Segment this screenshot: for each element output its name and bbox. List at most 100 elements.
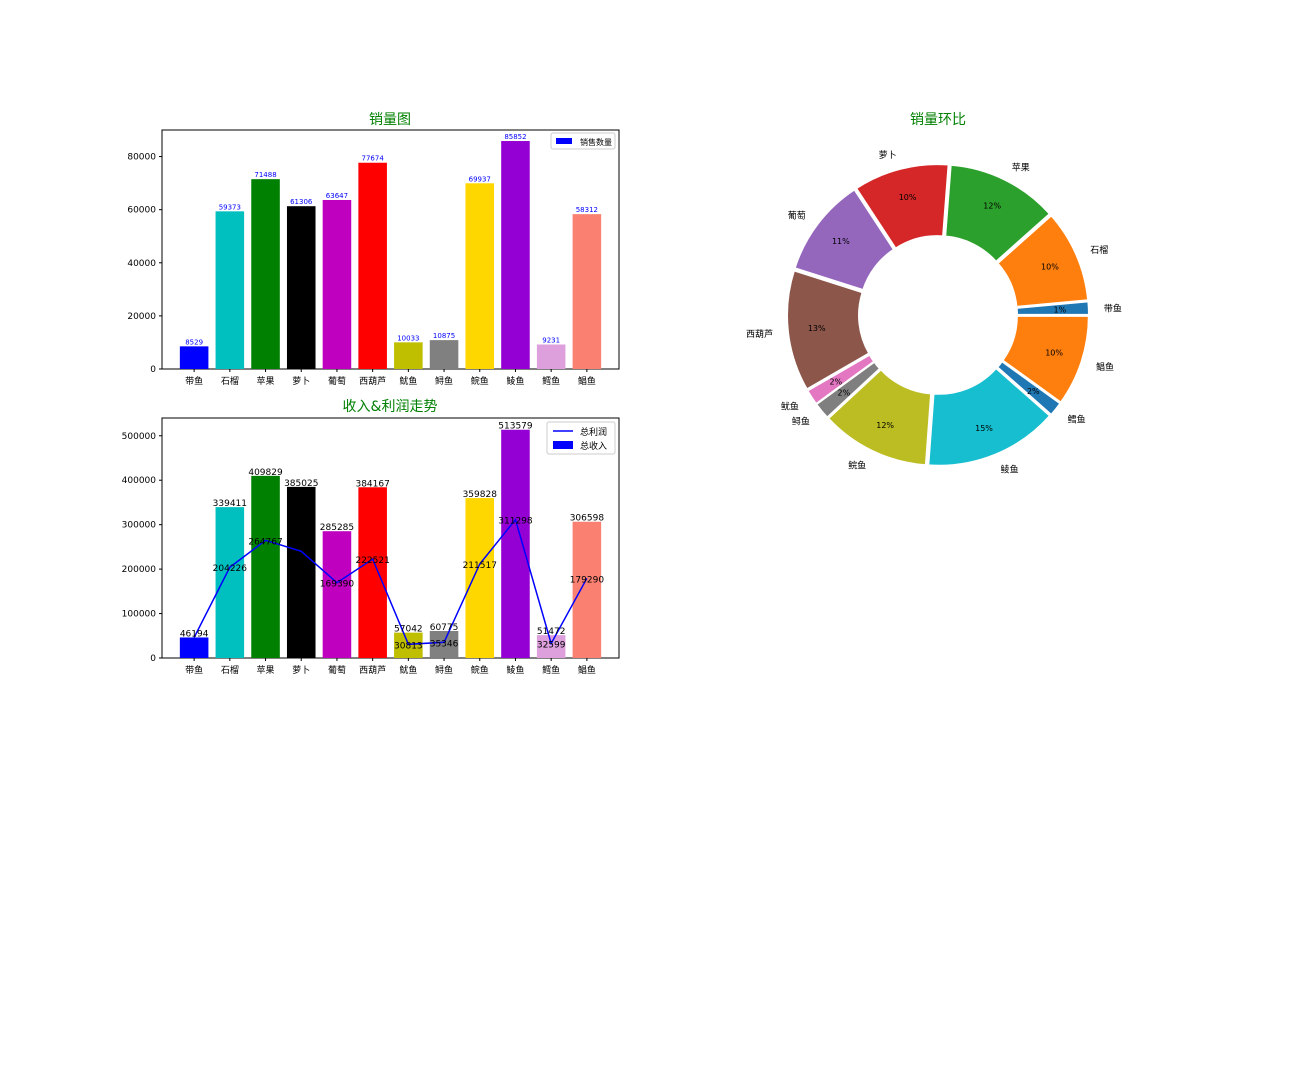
sales-legend-swatch [556, 138, 572, 144]
x-tick-label: 石榴 [221, 375, 239, 387]
sales-bar-value-label: 61306 [290, 198, 313, 206]
y-tick-label: 0 [150, 654, 156, 664]
donut-percent-label: 11% [832, 237, 850, 246]
y-tick-label: 500000 [122, 432, 157, 442]
donut-category-label: 带鱼 [1104, 302, 1122, 314]
profit-value-label: 222521 [355, 556, 389, 566]
donut-category-label: 鲟鱼 [792, 416, 810, 428]
donut-percent-label: 12% [983, 202, 1001, 211]
y-tick-label: 60000 [127, 206, 156, 216]
revenue-bar-value-label: 385025 [284, 479, 318, 489]
donut-slice [814, 360, 882, 419]
x-tick-label: 葡萄 [328, 664, 346, 676]
donut-category-label: 鱿鱼 [781, 401, 799, 413]
revenue-bar-value-label: 60775 [430, 623, 459, 633]
sales-bar [501, 141, 530, 369]
donut-percent-label: 12% [876, 421, 894, 430]
revenue-bar-value-label: 57042 [394, 625, 423, 635]
donut-percent-label: 1% [1054, 305, 1067, 314]
x-tick-label: 鲳鱼 [578, 664, 596, 676]
revenue-bar [465, 498, 495, 658]
revenue-bar [215, 507, 245, 658]
sales-plot-frame [161, 129, 620, 370]
revenue-bar-value-label: 384167 [355, 479, 389, 489]
sales-bar-value-label: 59373 [219, 203, 241, 211]
sales-share-donut: 销量环比 1% 10% 12% 10% 11% 13% 2% 2% 12% 15% 2% 10% 带鱼… [746, 112, 1122, 476]
revenue-bar [429, 630, 459, 658]
x-tick-label: 苹果 [257, 375, 275, 387]
sales-bar [179, 346, 209, 369]
revenue-bar-value-label: 409829 [248, 468, 283, 478]
donut-slice [1015, 300, 1091, 316]
donut-percent-label: 2% [838, 389, 851, 398]
sales-legend: 销售数量 [550, 132, 616, 150]
profit-value-label: 204226 [213, 564, 248, 574]
revenue-bar [358, 487, 387, 658]
donut-category-label: 鲳鱼 [1096, 361, 1114, 373]
x-tick-label: 鲩鱼 [471, 375, 489, 387]
sales-bar-value-label: 71488 [254, 171, 276, 179]
y-tick-label: 80000 [127, 153, 156, 163]
y-tick-label: 200000 [122, 565, 157, 575]
x-tick-label: 鲟鱼 [435, 375, 453, 387]
x-tick-label: 鱿鱼 [399, 375, 417, 387]
revenue-chart-title: 收入&利润走势 [343, 399, 438, 415]
donut-slice [1001, 314, 1090, 404]
sales-bar-value-label: 77674 [362, 155, 385, 163]
x-tick-label: 萝卜 [292, 376, 310, 387]
donut-slice [786, 269, 871, 391]
donut-slice [854, 163, 950, 250]
x-tick-label: 苹果 [257, 664, 275, 676]
profit-value-label: 35346 [430, 639, 459, 649]
x-tick-label: 带鱼 [185, 375, 203, 387]
donut-slice [826, 367, 933, 467]
sales-bar [536, 344, 566, 369]
x-tick-label: 西葫芦 [359, 664, 386, 676]
x-tick-label: 萝卜 [292, 665, 310, 676]
revenue-bar [394, 632, 423, 658]
x-tick-label: 鳕鱼 [542, 375, 560, 387]
donut-category-label: 萝卜 [879, 150, 897, 161]
x-tick-label: 鲮鱼 [506, 664, 524, 676]
sales-bar [572, 214, 602, 369]
revenue-bar [322, 531, 352, 658]
y-tick-label: 100000 [122, 610, 157, 620]
donut-slice [793, 188, 896, 292]
donut-category-label: 石榴 [1090, 244, 1108, 256]
donut-slice [995, 359, 1062, 417]
sales-legend-label: 销售数量 [580, 137, 612, 147]
x-tick-label: 鳕鱼 [542, 664, 560, 676]
revenue-bar-value-label: 339411 [213, 499, 247, 509]
revenue-bar-value-label: 46194 [180, 629, 209, 639]
sales-bar-value-label: 58312 [576, 206, 598, 214]
sales-bar [286, 206, 316, 369]
sales-bar [322, 199, 352, 369]
x-tick-label: 葡萄 [328, 375, 346, 387]
revenue-legend: 总利润 总收入 [546, 421, 616, 455]
sales-bar [429, 340, 459, 369]
donut-category-label: 鲩鱼 [848, 460, 866, 472]
revenue-bar [572, 521, 602, 658]
revenue-legend-swatch [553, 441, 573, 449]
sales-bar-chart: 销量图 8529 59373 71488 61306 63647 77674 10033 10… [127, 112, 620, 387]
donut-percent-label: 10% [899, 193, 917, 202]
y-tick-label: 300000 [122, 521, 157, 531]
profit-line [193, 518, 588, 646]
donut-percent-label: 2% [1027, 387, 1040, 396]
sales-bar-value-label: 69937 [469, 175, 491, 183]
profit-legend-label: 总利润 [580, 426, 607, 438]
x-tick-label: 鲳鱼 [578, 375, 596, 387]
y-tick-label: 400000 [122, 476, 157, 486]
sales-bar-value-label: 8529 [185, 338, 203, 346]
revenue-bar [536, 635, 566, 658]
donut-category-label: 苹果 [1012, 161, 1030, 173]
x-tick-label: 带鱼 [185, 664, 203, 676]
x-tick-label: 鲩鱼 [471, 664, 489, 676]
sales-bar [358, 162, 387, 369]
revenue-bar [286, 486, 316, 658]
x-tick-label: 石榴 [221, 664, 239, 676]
profit-value-label: 211517 [463, 561, 497, 571]
donut-slice [996, 213, 1090, 308]
